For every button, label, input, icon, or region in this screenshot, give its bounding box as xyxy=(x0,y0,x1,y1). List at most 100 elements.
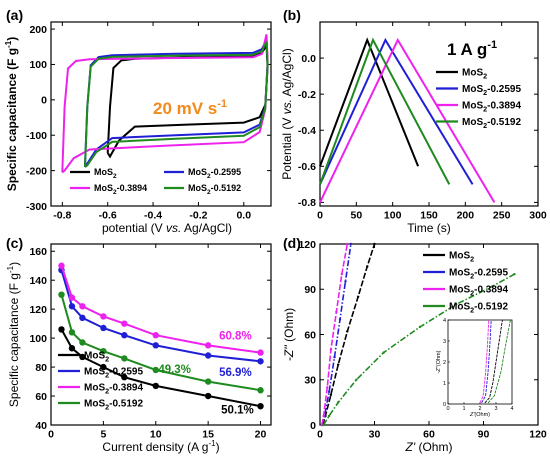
legend-base: MoS xyxy=(449,251,470,262)
ylabel-italic: vs. xyxy=(280,99,294,114)
legend-tail: -0.5192 xyxy=(211,183,242,193)
y-tick-label: -0.2 xyxy=(298,89,316,101)
inset-y-tick-label: 2 xyxy=(443,360,446,366)
x-tick-label: 150 xyxy=(420,210,438,222)
x-axis-label: Z' (Ohm) xyxy=(405,440,453,454)
y-tick-label: 90 xyxy=(304,284,316,296)
nyquist-point-0 xyxy=(336,363,340,366)
gcd-curve-1 xyxy=(319,37,474,185)
x-tick-label: 0 xyxy=(317,210,323,222)
y-tick-label: 100 xyxy=(29,333,47,345)
annotation-sup: -1 xyxy=(487,39,497,51)
rate-point-1 xyxy=(121,332,128,339)
rate-point-1 xyxy=(257,358,264,365)
x-tick-label: 250 xyxy=(493,210,511,222)
gcd-curve-3 xyxy=(319,37,451,185)
panel-label-a: (a) xyxy=(6,7,23,23)
gcd-curve-0 xyxy=(319,37,420,167)
legend-tail: -0.3894 xyxy=(474,285,508,296)
xlabel-main: potential (V xyxy=(102,221,166,235)
legend-tail: -0.5192 xyxy=(487,117,521,128)
legend-label: MoS2-0.5192 xyxy=(188,183,241,196)
legend-sub: 2 xyxy=(470,255,474,264)
x-tick-label: -0.8 xyxy=(53,210,71,222)
nyquist-point-3 xyxy=(418,325,422,329)
nyquist-point-3 xyxy=(336,401,340,404)
inset-curve-3 xyxy=(487,319,511,404)
legend-tail: -0.3894 xyxy=(117,183,148,193)
legend-label: MoS2-0.3894 xyxy=(94,183,147,196)
scan-rate-annotation: 20 mV s-1 xyxy=(153,98,227,118)
legend-label: MoS2-0.5192 xyxy=(462,117,521,130)
rate-point-2 xyxy=(79,303,86,310)
ylabel-tail: Ag/AgCl) xyxy=(280,48,294,99)
nyquist-point-1 xyxy=(338,318,342,321)
annotation-sup: -1 xyxy=(217,98,227,110)
legend-sub: 2 xyxy=(105,403,109,412)
y-tick-label: -100 xyxy=(26,130,47,142)
y-axis-label: Specific capacitance (F g-1) xyxy=(6,262,21,407)
y-tick-label: 30 xyxy=(304,375,316,387)
legend-label: MoS2 xyxy=(449,251,474,264)
legend-label: MoS2-0.2595 xyxy=(84,367,143,380)
legend-tail: -0.2595 xyxy=(474,268,508,279)
x-tick-label: 5 xyxy=(100,429,106,441)
nyquist-point-3 xyxy=(322,423,325,427)
legend-base: MoS xyxy=(94,167,113,177)
rate-point-0 xyxy=(68,345,76,352)
x-tick-label: -0.2 xyxy=(189,210,207,222)
inset-y-tick-label: 1 xyxy=(443,381,446,387)
rate-point-0 xyxy=(152,382,159,390)
legend-base: MoS xyxy=(84,399,105,410)
ylabel-sup: -1 xyxy=(6,265,15,273)
inset-curve-0 xyxy=(484,319,503,404)
annotation-main: 1 A g xyxy=(447,40,487,59)
rate-point-1 xyxy=(152,342,159,349)
y-tick-label: 0.0 xyxy=(301,53,316,65)
legend-base: MoS xyxy=(188,167,207,177)
legend-label: MoS2-0.3894 xyxy=(462,101,521,114)
legend-label: MoS2-0.5192 xyxy=(84,399,143,412)
x-tick-label: 50 xyxy=(350,210,362,222)
x-tick-label: 0 xyxy=(48,429,54,441)
x-tick-label: 0.0 xyxy=(236,210,251,222)
inset-x-tick-label: 4 xyxy=(510,406,513,412)
legend-label: MoS2-0.3894 xyxy=(449,285,508,298)
nyquist-point-3 xyxy=(513,272,516,276)
nyquist-point-3 xyxy=(327,414,331,418)
legend-base: MoS xyxy=(449,268,470,279)
x-tick-label: 30 xyxy=(369,429,381,441)
legend-base: MoS xyxy=(84,383,105,394)
annotation-main: 20 mV s xyxy=(153,99,217,118)
rate-point-1 xyxy=(68,303,76,310)
rate-point-2 xyxy=(152,332,159,339)
rate-point-2 xyxy=(257,349,264,356)
legend-label: MoS2 xyxy=(84,351,109,364)
y-tick-label: 40 xyxy=(35,420,47,432)
nyquist-point-0 xyxy=(366,265,369,268)
y-tick-label: -0.6 xyxy=(298,161,316,173)
y-tick-label: -200 xyxy=(26,165,47,177)
rate-point-3 xyxy=(152,366,159,374)
rate-point-2 xyxy=(100,313,107,320)
rate-point-0 xyxy=(58,326,65,333)
x-tick-label: 300 xyxy=(529,210,547,222)
inset-x-tick-label: 3 xyxy=(494,406,497,412)
rate-point-3 xyxy=(257,387,264,394)
nyquist-point-2 xyxy=(322,414,325,418)
y-tick-label: 0 xyxy=(310,420,316,432)
inset-ylabel-italic: -Z'' xyxy=(436,365,442,373)
legend-sub: 2 xyxy=(113,189,117,196)
legend-sub: 2 xyxy=(207,173,211,180)
nyquist-point-1 xyxy=(333,355,336,359)
legend-base: MoS xyxy=(449,302,470,313)
y-axis-label: Potential (V vs. Ag/AgCl) xyxy=(280,48,294,179)
rate-point-3 xyxy=(79,339,86,346)
inset-x-tick-label: 2 xyxy=(478,406,481,412)
inset-xlabel-italic: Z' xyxy=(469,412,475,418)
legend-tail: -0.2595 xyxy=(211,167,242,177)
retention-label: 60.8% xyxy=(219,331,252,343)
legend-base: MoS xyxy=(462,117,483,128)
legend-base: MoS xyxy=(84,351,105,362)
